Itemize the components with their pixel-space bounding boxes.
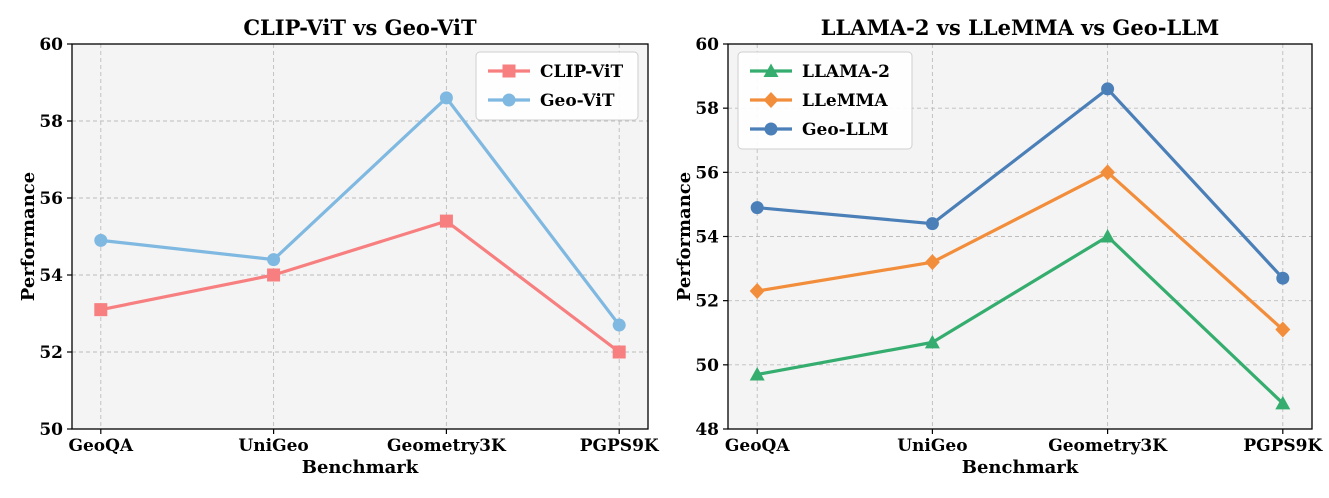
data-point	[94, 303, 108, 317]
series-line	[757, 87, 1284, 280]
y-tick-label: 48	[695, 420, 719, 440]
plot-frame	[71, 43, 649, 430]
y-tick-label: 54	[695, 228, 719, 248]
data-point	[749, 283, 765, 300]
legend-label: CLIP-ViT	[540, 62, 623, 82]
plot-frame	[727, 43, 1313, 430]
data-point	[1275, 321, 1291, 338]
y-tick-label: 60	[695, 35, 719, 55]
data-point	[1275, 395, 1291, 410]
series-geo-vit	[94, 91, 626, 332]
data-point	[1100, 164, 1116, 181]
y-tick-label: 60	[39, 35, 63, 55]
x-tick-label: GeoQA	[725, 436, 790, 456]
data-point	[439, 214, 453, 228]
legend-label: LLAMA-2	[802, 62, 890, 82]
y-tick-label: 50	[695, 356, 719, 376]
legend-marker	[502, 93, 516, 107]
x-tick-label: UniGeo	[897, 436, 967, 456]
data-point	[925, 217, 939, 231]
legend-marker	[763, 92, 779, 108]
y-tick-label: 58	[695, 99, 719, 119]
x-tick-label: Geometry3K	[1048, 436, 1168, 456]
chart-1: 50 52 54 56 58 60 GeoQA UniGeo Geometry3K PGPS9K C…	[18, 15, 660, 478]
y-tick-label: 56	[39, 189, 63, 209]
series-line	[756, 170, 1284, 331]
y-tick-label: 52	[39, 343, 63, 363]
legend-label: LLeMMA	[802, 91, 888, 111]
series-line	[100, 96, 621, 327]
data-point	[439, 91, 453, 105]
series-geo-llm	[750, 82, 1290, 285]
y-axis-label: Performance	[18, 172, 39, 301]
data-point	[267, 268, 281, 282]
data-point	[1101, 82, 1115, 96]
legend-label: Geo-ViT	[540, 91, 615, 111]
chart-2: 48 50 52 54 56 58 60 GeoQA UniGeo Geometry3K PGPS9…	[674, 15, 1324, 478]
x-tick-label: GeoQA	[68, 436, 133, 456]
x-tick-label: PGPS9K	[580, 436, 660, 456]
data-point	[1100, 229, 1116, 243]
data-point	[612, 345, 626, 359]
legend: LLAMA-2 LLeMMA Geo-LLM	[737, 51, 913, 150]
legend-marker	[502, 64, 516, 78]
data-point	[94, 233, 108, 247]
x-tick-label: UniGeo	[238, 436, 308, 456]
y-tick-label: 56	[695, 163, 719, 183]
x-tick-label: Geometry3K	[387, 436, 507, 456]
x-tick-label: PGPS9K	[1243, 436, 1323, 456]
chart-title: CLIP-ViT vs Geo-ViT	[243, 15, 477, 40]
y-tick-label: 50	[39, 420, 63, 440]
data-point	[612, 318, 626, 332]
data-point	[749, 366, 765, 381]
data-point	[924, 334, 940, 349]
legend: CLIP-ViT Geo-ViT	[475, 51, 639, 121]
y-tick-label: 52	[695, 292, 719, 312]
y-tick-label: 58	[39, 112, 63, 132]
legend-marker	[763, 63, 779, 77]
series-llama-2	[749, 229, 1291, 410]
data-point	[750, 201, 764, 215]
series-llemma	[749, 164, 1291, 338]
legend-box	[737, 51, 913, 150]
legend-marker	[764, 122, 778, 136]
series-clip-vit	[94, 214, 626, 359]
data-point	[1276, 271, 1290, 285]
y-axis-label: Performance	[674, 172, 695, 301]
series-line	[100, 219, 621, 354]
data-point	[924, 254, 940, 271]
y-tick-label: 54	[39, 266, 63, 286]
data-point	[267, 253, 281, 267]
x-axis-label: Benchmark	[302, 457, 419, 478]
chart-title: LLAMA-2 vs LLeMMA vs Geo-LLM	[821, 15, 1219, 40]
legend-label: Geo-LLM	[802, 120, 889, 140]
series-line	[756, 234, 1284, 405]
legend-box	[475, 51, 639, 121]
x-axis-label: Benchmark	[962, 457, 1079, 478]
